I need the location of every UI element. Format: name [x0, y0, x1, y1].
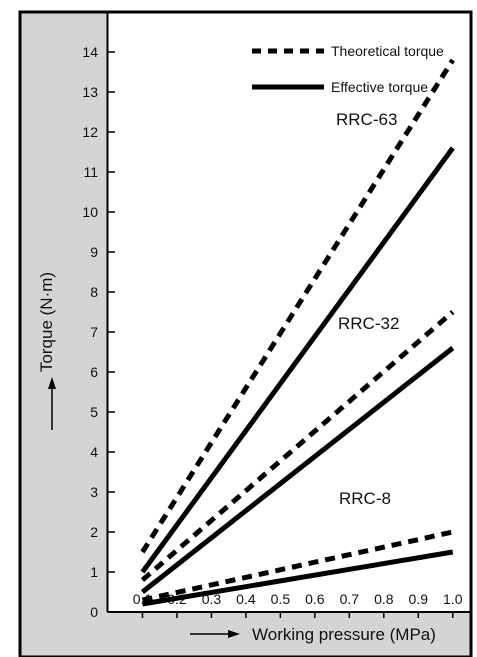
y-tick-label: 14 [82, 44, 98, 60]
y-tick-label: 1 [90, 564, 98, 580]
annotation-rrc-8: RRC-8 [339, 489, 391, 508]
x-axis-panel [107, 612, 470, 656]
legend-label-theoretical: Theoretical torque [331, 43, 444, 59]
series-line-rrc-63-effective [140, 146, 455, 574]
y-axis-panel [21, 13, 108, 656]
y-axis-label: Torque (N·m) [37, 272, 56, 372]
y-tick-label: 12 [82, 124, 98, 140]
x-tick-label: 1.0 [443, 591, 463, 607]
x-tick-label: 0.6 [305, 591, 325, 607]
y-tick-label: 0 [90, 604, 98, 620]
series-line-rrc-8-theoretical [141, 529, 454, 603]
legend-label-effective: Effective torque [331, 79, 428, 95]
y-tick-label: 9 [90, 244, 98, 260]
y-tick-label: 3 [90, 484, 98, 500]
x-tick-label: 0.9 [409, 591, 429, 607]
series-line-rrc-8-effective [142, 549, 454, 607]
y-tick-label: 10 [82, 204, 98, 220]
y-tick-label: 6 [90, 364, 98, 380]
y-tick-label: 4 [90, 444, 98, 460]
y-tick-label: 2 [90, 524, 98, 540]
y-tick-label: 8 [90, 284, 98, 300]
x-tick-label: 0.8 [374, 591, 394, 607]
y-tick-label: 11 [83, 164, 98, 180]
x-tick-label: 0.7 [340, 591, 360, 607]
y-tick-label: 5 [90, 404, 98, 420]
series-group [140, 58, 455, 607]
series-line-rrc-63-theoretical [140, 58, 455, 554]
annotation-rrc-32: RRC-32 [338, 314, 399, 333]
y-tick-label: 7 [90, 324, 98, 340]
series-line-rrc-32-theoretical [140, 310, 455, 582]
x-axis-label: Working pressure (MPa) [252, 625, 436, 644]
y-tick-label: 13 [82, 84, 98, 100]
x-tick-label: 0.5 [271, 591, 291, 607]
x-tick-label: 0.4 [236, 591, 256, 607]
x-axis-arrow [190, 630, 240, 638]
legend: Theoretical torque Effective torque [252, 43, 444, 95]
annotation-rrc-63: RRC-63 [336, 110, 397, 129]
series-line-rrc-32-effective [140, 346, 455, 594]
y-axis-arrow [48, 377, 56, 430]
